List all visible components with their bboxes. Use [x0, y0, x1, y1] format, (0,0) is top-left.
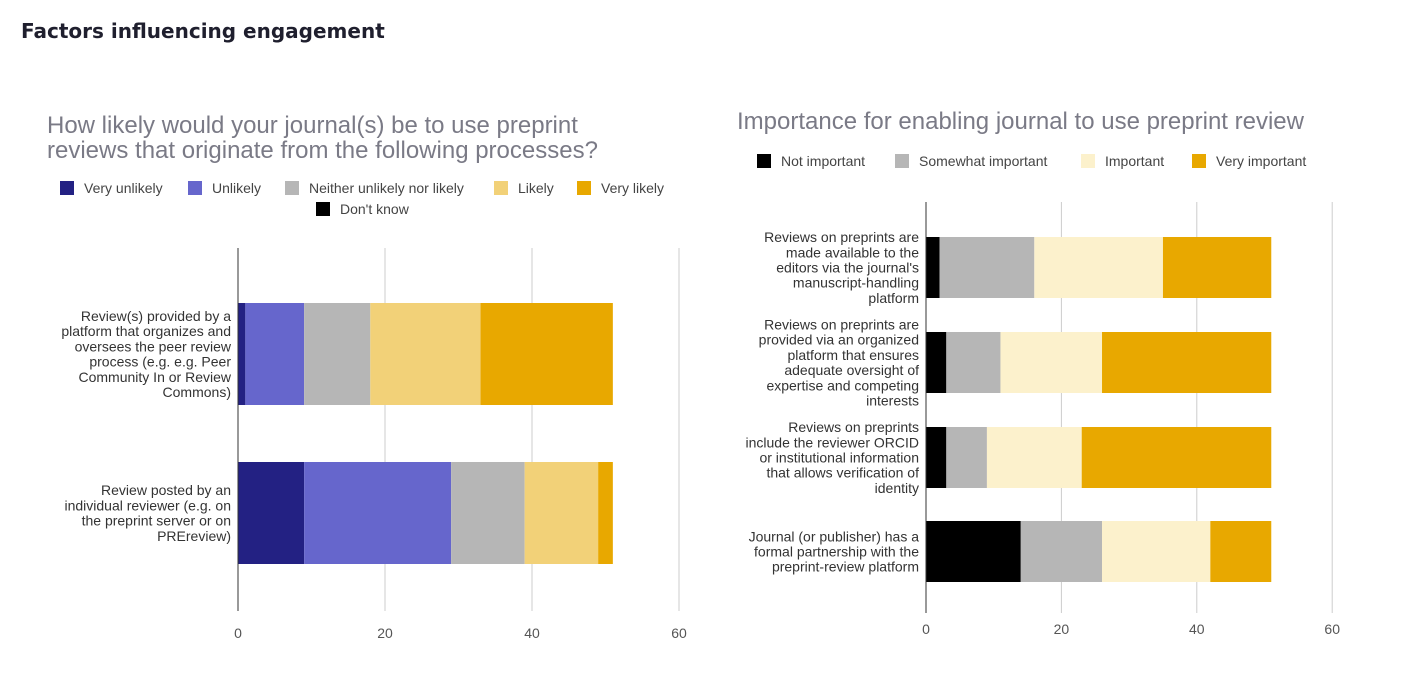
x-tick-label: 0 [234, 625, 242, 641]
bar-segment-neither-unlikely-nor-likely [304, 303, 371, 405]
category-label-line: adequate oversight of [784, 362, 919, 378]
category-label-line: Review posted by an [101, 482, 231, 498]
legend-label: Unlikely [212, 180, 261, 196]
chart-likelihood: How likely would your journal(s) be to u… [47, 112, 687, 641]
bar-segment-important [1102, 521, 1211, 582]
category-label-line: formal partnership with the [754, 544, 919, 560]
x-tick-label: 20 [377, 625, 393, 641]
legend-swatch [494, 181, 508, 195]
bar-segment-very-likely [480, 303, 613, 405]
legend-swatch [757, 154, 771, 168]
bar-segment-somewhat-important [946, 332, 1001, 393]
bar-segment-very-likely [598, 462, 613, 564]
x-tick-label: 60 [1324, 621, 1340, 637]
bar-segment-very-unlikely [238, 462, 305, 564]
legend-swatch [316, 202, 330, 216]
x-tick-label: 60 [671, 625, 687, 641]
category-label-line: expertise and competing [766, 377, 919, 393]
bar-segment-important [986, 427, 1082, 488]
category-label: Review posted by an individual reviewer (… [64, 482, 231, 544]
legend-swatch [1192, 154, 1206, 168]
category-label-line: platform that organizes and [61, 323, 231, 339]
page-title: Factors influencing engagement [21, 19, 385, 43]
category-label-line: identity [875, 480, 919, 496]
category-label: Review(s) provided by a platform that org… [61, 308, 232, 400]
category-label-line: that allows verification of [766, 465, 919, 481]
category-label-line: made available to the [786, 244, 919, 260]
category-label-line: editors via the journal's [776, 260, 919, 276]
bar-segment-likely [524, 462, 599, 564]
legend-swatch [188, 181, 202, 195]
bar-segment-very-important [1162, 237, 1272, 298]
bar-segment-somewhat-important [939, 237, 1035, 298]
bar-segment-somewhat-important [946, 427, 987, 488]
category-label-line: Reviews on preprints are [764, 229, 919, 245]
category-label-line: Commons) [163, 384, 231, 400]
legend-label: Not important [781, 153, 865, 169]
chart-importance: Importance for enabling journal to use p… [737, 108, 1340, 637]
bar-segment-not-important [926, 427, 947, 488]
category-label-line: provided via an organized [759, 332, 919, 348]
legend-label: Important [1105, 153, 1164, 169]
category-label-line: Community In or Review [79, 369, 232, 385]
x-tick-label: 40 [1189, 621, 1205, 637]
legend-swatch [1081, 154, 1095, 168]
legend-swatch [895, 154, 909, 168]
chart-title-line: Importance for enabling journal to use p… [737, 108, 1305, 135]
bar-segment-not-important [926, 332, 947, 393]
legend-swatch [285, 181, 299, 195]
bar-segment-very-important [1102, 332, 1272, 393]
category-label-line: or institutional information [759, 450, 919, 466]
bar-segment-somewhat-important [1020, 521, 1103, 582]
category-label-line: Reviews on preprints are [764, 317, 919, 333]
bar-segment-very-important [1081, 427, 1272, 488]
legend-label: Don't know [340, 201, 410, 217]
legend-label: Very likely [601, 180, 664, 196]
category-label-line: preprint-review platform [772, 559, 919, 575]
category-label-line: Reviews on preprints [788, 419, 919, 435]
legend-label: Likely [518, 180, 554, 196]
category-label-line: interests [866, 393, 919, 409]
category-label-line: individual reviewer (e.g. on [64, 497, 231, 513]
bar-segment-very-unlikely [238, 303, 246, 405]
category-label-line: oversees the peer review [75, 338, 232, 354]
category-label-line: include the reviewer ORCID [745, 434, 919, 450]
legend-label: Very unlikely [84, 180, 163, 196]
category-label-line: manuscript-handling [793, 275, 919, 291]
bar-segment-unlikely [304, 462, 452, 564]
bar-segment-unlikely [245, 303, 305, 405]
chart-title-line: How likely would your journal(s) be to u… [47, 112, 578, 139]
legend-swatch [577, 181, 591, 195]
legend-label: Neither unlikely nor likely [309, 180, 464, 196]
bar-segment-not-important [926, 521, 1021, 582]
category-label: Journal (or publisher) has a formal partn… [749, 528, 920, 574]
category-label-line: platform [868, 290, 919, 306]
x-tick-label: 40 [524, 625, 540, 641]
x-tick-label: 0 [922, 621, 930, 637]
legend-label: Very important [1216, 153, 1306, 169]
category-label-line: platform that ensures [787, 347, 919, 363]
bar-segment-likely [370, 303, 481, 405]
legend-label: Somewhat important [919, 153, 1048, 169]
bar-segment-very-important [1210, 521, 1272, 582]
category-label-line: the preprint server or on [82, 513, 231, 529]
bar-segment-important [1000, 332, 1103, 393]
category-label: Reviews on preprints include the reviewer… [745, 419, 919, 496]
category-label-line: PREreview) [157, 528, 231, 544]
bar-segment-not-important [926, 237, 940, 298]
category-label: Reviews on preprints are made available t… [764, 229, 919, 306]
legend-swatch [60, 181, 74, 195]
category-label-line: Journal (or publisher) has a [749, 528, 920, 544]
bar-segment-important [1034, 237, 1163, 298]
bar-segment-neither-unlikely-nor-likely [451, 462, 525, 564]
x-tick-label: 20 [1054, 621, 1070, 637]
category-label-line: process (e.g. e.g. Peer [89, 354, 231, 370]
chart-title-line: reviews that originate from the followin… [47, 137, 598, 164]
category-label: Reviews on preprints are provided via an … [759, 317, 920, 409]
category-label-line: Review(s) provided by a [81, 308, 231, 324]
